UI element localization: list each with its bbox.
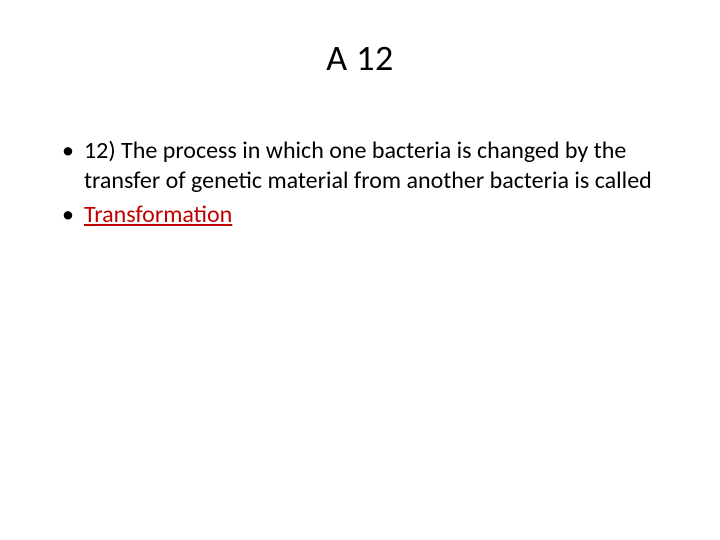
bullet-item: Transformation	[56, 200, 664, 230]
bullet-text: 12) The process in which one bacteria is…	[84, 136, 652, 195]
slide-body: 12) The process in which one bacteria is…	[0, 80, 720, 230]
bullet-list: 12) The process in which one bacteria is…	[56, 136, 664, 230]
bullet-item: 12) The process in which one bacteria is…	[56, 136, 664, 196]
answer-text: Transformation	[84, 200, 232, 229]
slide: A 12 12) The process in which one bacter…	[0, 0, 720, 540]
slide-title: A 12	[0, 0, 720, 80]
